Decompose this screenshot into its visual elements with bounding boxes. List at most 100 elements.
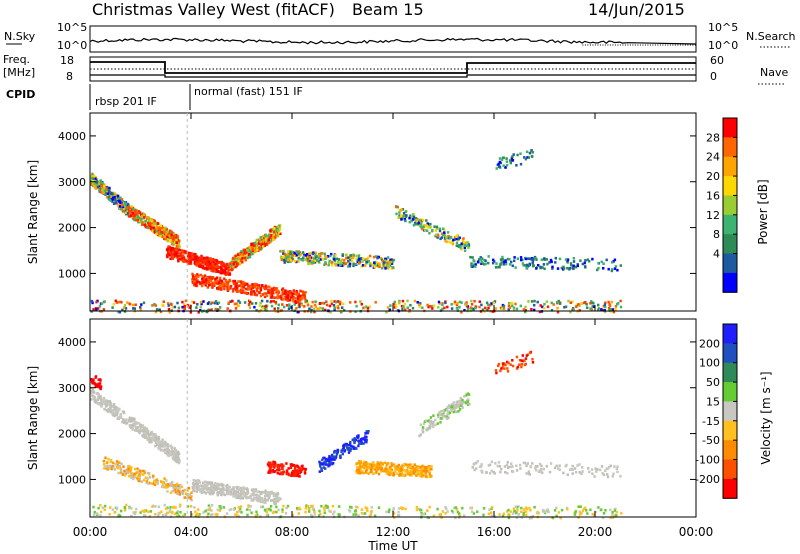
range-cell bbox=[615, 467, 618, 470]
range-cell bbox=[426, 303, 429, 307]
range-cell bbox=[112, 302, 115, 306]
range-cell bbox=[265, 511, 268, 514]
range-cell bbox=[98, 396, 102, 399]
range-cell bbox=[198, 265, 201, 268]
range-cell bbox=[400, 218, 403, 221]
range-cell bbox=[240, 250, 243, 253]
range-cell bbox=[298, 303, 301, 306]
range-cell bbox=[271, 468, 275, 472]
range-cell bbox=[601, 472, 604, 475]
nsearch-label: N.Search bbox=[746, 30, 796, 43]
range-cell bbox=[281, 303, 284, 306]
range-cell bbox=[118, 514, 122, 518]
range-cell bbox=[533, 308, 536, 312]
range-cell bbox=[323, 461, 326, 464]
range-cell bbox=[360, 508, 364, 511]
range-cell bbox=[380, 258, 384, 261]
range-cell bbox=[175, 241, 179, 244]
range-cell bbox=[220, 268, 223, 271]
range-cell bbox=[527, 300, 530, 303]
range-cell bbox=[428, 474, 432, 477]
range-cell bbox=[157, 234, 160, 237]
range-cell bbox=[292, 472, 295, 476]
range-cell bbox=[237, 506, 240, 509]
range-cell bbox=[354, 310, 357, 313]
range-cell bbox=[435, 225, 439, 229]
range-cell bbox=[304, 291, 307, 294]
range-cell bbox=[110, 409, 114, 412]
range-cell bbox=[437, 234, 440, 237]
range-cell bbox=[197, 485, 201, 488]
range-cell bbox=[443, 306, 446, 310]
range-cell bbox=[432, 304, 436, 307]
range-cell bbox=[183, 513, 186, 516]
range-cell bbox=[566, 259, 569, 262]
range-cell bbox=[216, 279, 219, 283]
range-cell bbox=[604, 469, 607, 472]
range-cell bbox=[123, 469, 126, 473]
range-cell bbox=[391, 259, 394, 262]
range-cell bbox=[240, 511, 243, 514]
nave-label: Nave bbox=[760, 66, 788, 79]
range-cell bbox=[247, 247, 250, 251]
range-cell bbox=[510, 465, 513, 469]
range-cell bbox=[157, 231, 160, 234]
range-cell bbox=[212, 266, 215, 270]
range-cell bbox=[287, 250, 290, 253]
range-cell bbox=[90, 391, 93, 395]
range-cell bbox=[109, 199, 112, 202]
range-cell bbox=[161, 226, 164, 229]
range-cell bbox=[451, 242, 455, 246]
range-cell bbox=[135, 429, 138, 432]
range-cell bbox=[239, 486, 243, 490]
range-cell bbox=[512, 308, 516, 312]
range-cell bbox=[290, 471, 294, 475]
range-cell bbox=[301, 290, 304, 293]
range-cell bbox=[565, 463, 568, 467]
range-cell bbox=[123, 509, 127, 512]
range-cell bbox=[388, 508, 391, 512]
range-cell bbox=[575, 305, 578, 308]
range-cell bbox=[331, 504, 335, 508]
range-cell bbox=[100, 302, 104, 305]
range-cell bbox=[436, 507, 439, 511]
range-cell bbox=[118, 464, 122, 468]
range-cell bbox=[153, 222, 156, 226]
range-cell bbox=[183, 488, 187, 492]
range-cell bbox=[269, 234, 272, 237]
range-cell bbox=[223, 272, 226, 275]
range-cell bbox=[139, 213, 143, 217]
range-cell bbox=[178, 486, 182, 490]
range-cell bbox=[531, 515, 535, 518]
range-cell bbox=[172, 232, 175, 235]
range-cell bbox=[206, 258, 209, 262]
range-cell bbox=[581, 470, 584, 473]
range-cell bbox=[500, 467, 503, 471]
range-cell bbox=[446, 305, 449, 309]
range-cell bbox=[239, 261, 242, 265]
range-cell bbox=[246, 249, 249, 252]
range-cell bbox=[429, 226, 432, 229]
range-cell bbox=[267, 288, 270, 292]
range-cell bbox=[543, 302, 546, 306]
range-cell bbox=[310, 308, 313, 312]
range-cell bbox=[146, 430, 150, 433]
range-cell bbox=[373, 266, 376, 269]
range-cell bbox=[254, 488, 258, 491]
range-cell bbox=[505, 463, 509, 467]
range-cell bbox=[146, 471, 150, 475]
range-cell bbox=[432, 425, 435, 429]
range-cell bbox=[482, 513, 485, 517]
range-cell bbox=[385, 465, 388, 468]
range-cell bbox=[275, 492, 278, 496]
range-cell bbox=[419, 423, 423, 426]
range-cell bbox=[455, 508, 459, 511]
range-cell bbox=[310, 310, 313, 314]
range-cell bbox=[166, 238, 169, 241]
range-cell bbox=[589, 508, 592, 512]
range-cell bbox=[461, 402, 464, 405]
range-cell bbox=[153, 479, 156, 483]
range-cell bbox=[467, 393, 471, 396]
range-cell bbox=[324, 463, 327, 466]
range-cell bbox=[334, 450, 338, 453]
